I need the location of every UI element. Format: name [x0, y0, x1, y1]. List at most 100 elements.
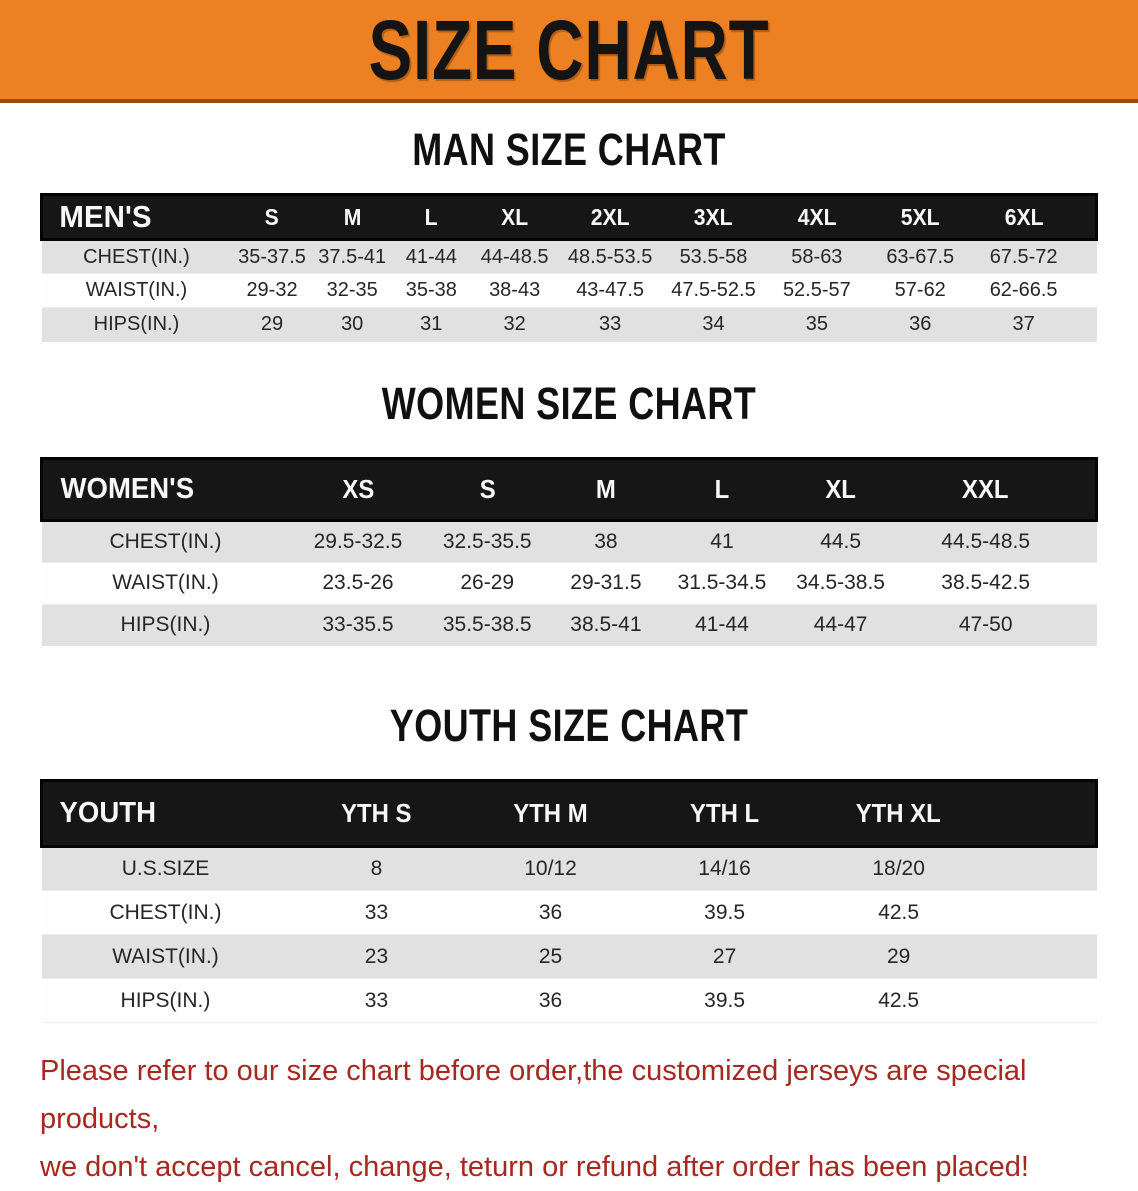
row-label: WAIST(IN.) [85, 279, 188, 301]
table-cell: 47.5-52.5 [671, 279, 756, 301]
col-header: S [231, 193, 313, 241]
women-header-row: WOMEN'S XS S M L XL XXL [40, 456, 1099, 522]
spacer-cell [1075, 240, 1096, 274]
row-label: CHEST(IN.) [109, 529, 222, 553]
table-cell: 32 [503, 313, 526, 336]
men-section: MAN SIZE CHART MEN'S S M L XL 2XL 3XL 4X… [0, 124, 1138, 342]
table-cell: 42.5 [878, 900, 920, 924]
table-cell: 29 [260, 313, 284, 336]
col-header: 4XL [765, 193, 869, 241]
col-header: S [426, 456, 548, 522]
women-chest-row: CHEST(IN.) 29.5-32.5 32.5-35.5 38 41 44.… [41, 520, 1097, 562]
table-cell: 27 [712, 944, 737, 968]
col-header: YTH L [637, 779, 812, 848]
table-cell: 41-44 [695, 613, 749, 637]
row-label: WAIST(IN.) [112, 571, 219, 594]
table-cell: 29.5-32.5 [313, 529, 403, 553]
banner: SIZE CHART [0, 0, 1138, 103]
table-cell: 44.5-48.5 [941, 529, 1031, 553]
disclaimer-note: Please refer to our size chart before or… [40, 1047, 1110, 1191]
youth-section-heading-text: YOUTH SIZE CHART [389, 700, 749, 751]
table-cell: 31 [420, 313, 443, 336]
table-cell: 53.5-58 [679, 245, 748, 268]
table-cell: 33 [364, 988, 389, 1012]
women-section-heading-text: WOMEN SIZE CHART [381, 377, 757, 429]
table-cell: 33 [364, 900, 389, 924]
row-label: CHEST(IN.) [109, 900, 222, 924]
table-cell: 31.5-34.5 [677, 571, 767, 594]
table-cell: 35-37.5 [238, 245, 306, 268]
men-waist-row: WAIST(IN.) 29-32 32-35 35-38 38-43 43-47… [41, 273, 1097, 308]
table-cell: 58-63 [791, 245, 843, 268]
table-cell: 23 [364, 944, 389, 968]
spacer-cell [1070, 520, 1096, 562]
men-header-label: MEN'S [40, 193, 232, 241]
table-cell: 35.5-38.5 [442, 613, 532, 637]
spacer-cell [1075, 308, 1096, 342]
table-cell: 38.5-42.5 [941, 571, 1031, 594]
table-cell: 48.5-53.5 [567, 245, 653, 268]
row-label: U.S.SIZE [121, 857, 210, 880]
table-cell: 63-67.5 [886, 245, 955, 268]
row-label: WAIST(IN.) [112, 944, 219, 968]
col-header: 6XL [971, 193, 1076, 241]
table-cell: 14/16 [698, 857, 751, 880]
table-cell: 10/12 [524, 857, 577, 880]
table-cell: 41 [710, 529, 734, 553]
spacer-cell [1070, 456, 1099, 522]
table-cell: 67.5-72 [989, 245, 1058, 268]
table-cell: 57-62 [894, 279, 946, 301]
table-cell: 8 [370, 857, 383, 880]
men-header-row: MEN'S S M L XL 2XL 3XL 4XL 5XL 6XL [40, 193, 1099, 241]
women-waist-row: WAIST(IN.) 23.5-26 26-29 29-31.5 31.5-34… [41, 562, 1097, 604]
table-cell: 33-35.5 [322, 613, 394, 637]
spacer-cell [986, 979, 1097, 1023]
table-cell: 47-50 [958, 613, 1013, 637]
table-cell: 52.5-57 [782, 279, 851, 301]
table-cell: 38-43 [489, 279, 541, 301]
row-label: HIPS(IN.) [120, 613, 211, 637]
youth-chest-row: CHEST(IN.) 33 36 39.5 42.5 [41, 890, 1097, 935]
table-cell: 33 [598, 313, 622, 336]
women-section: WOMEN SIZE CHART WOMEN'S XS S M L XL XXL… [0, 377, 1138, 646]
col-header: YTH XL [811, 779, 986, 848]
row-label: HIPS(IN.) [120, 988, 211, 1012]
col-header: XXL [901, 456, 1071, 522]
youth-ussize-row: U.S.SIZE 8 10/12 14/16 18/20 [41, 846, 1097, 891]
table-cell: 29-32 [246, 279, 298, 301]
table-cell: 44.5 [820, 529, 862, 553]
col-header: YTH S [289, 779, 464, 848]
table-cell: 26-29 [460, 571, 515, 594]
youth-waist-row: WAIST(IN.) 23 25 27 29 [41, 934, 1097, 979]
men-size-table: MEN'S S M L XL 2XL 3XL 4XL 5XL 6XL CHEST… [40, 193, 1099, 342]
youth-header-label: YOUTH [40, 779, 290, 848]
table-cell: 34 [702, 313, 725, 336]
youth-hips-row: HIPS(IN.) 33 36 39.5 42.5 [41, 978, 1097, 1023]
col-header: 2XL [558, 193, 662, 241]
table-cell: 62-66.5 [989, 279, 1058, 301]
table-cell: 29-31.5 [570, 571, 642, 594]
col-header: YTH M [463, 779, 638, 848]
spacer-cell [1070, 562, 1096, 604]
col-header: M [312, 193, 392, 241]
table-cell: 38.5-41 [570, 613, 642, 637]
men-hips-row: HIPS(IN.) 29 30 31 32 33 34 35 36 37 [41, 307, 1097, 342]
spacer-cell [985, 779, 1098, 848]
youth-section: YOUTH SIZE CHART YOUTH YTH S YTH M YTH L… [0, 700, 1138, 1023]
banner-title: SIZE CHART [368, 2, 770, 97]
col-header: L [391, 193, 471, 241]
men-section-heading-text: MAN SIZE CHART [412, 124, 726, 175]
table-cell: 35-38 [405, 279, 457, 301]
table-cell: 38 [594, 529, 618, 553]
table-cell: 18/20 [872, 857, 925, 880]
youth-size-table: YOUTH YTH S YTH M YTH L YTH XL U.S.SIZE … [40, 779, 1098, 1023]
table-cell: 36 [909, 313, 932, 336]
col-header: L [663, 456, 780, 522]
table-cell: 35 [805, 313, 828, 336]
spacer-cell [1070, 604, 1096, 646]
table-cell: 42.5 [878, 988, 920, 1012]
table-cell: 39.5 [704, 900, 746, 924]
women-header-label: WOMEN'S [40, 456, 290, 522]
table-cell: 41-44 [405, 245, 457, 268]
col-header: 3XL [661, 193, 766, 241]
